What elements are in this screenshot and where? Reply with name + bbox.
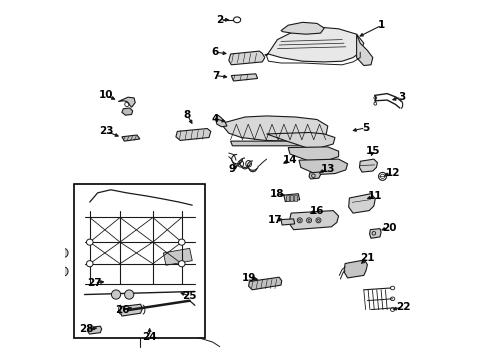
Text: 12: 12 bbox=[385, 168, 400, 178]
Ellipse shape bbox=[86, 261, 93, 267]
Text: 20: 20 bbox=[382, 222, 396, 233]
Polygon shape bbox=[284, 194, 300, 202]
Polygon shape bbox=[349, 194, 375, 213]
Polygon shape bbox=[122, 108, 133, 115]
Bar bbox=[294, 195, 297, 201]
Polygon shape bbox=[223, 116, 328, 141]
Text: 13: 13 bbox=[320, 164, 335, 174]
Text: 8: 8 bbox=[184, 110, 191, 120]
Polygon shape bbox=[216, 115, 227, 127]
Text: 2: 2 bbox=[216, 15, 223, 25]
Polygon shape bbox=[357, 34, 373, 66]
Text: 21: 21 bbox=[360, 253, 375, 264]
Polygon shape bbox=[281, 22, 324, 34]
Text: 4: 4 bbox=[212, 114, 219, 124]
Text: 3: 3 bbox=[398, 92, 405, 102]
Polygon shape bbox=[289, 211, 339, 230]
Text: 6: 6 bbox=[212, 47, 219, 57]
Polygon shape bbox=[163, 248, 192, 265]
Polygon shape bbox=[231, 74, 258, 81]
Bar bbox=[74, 184, 205, 338]
Polygon shape bbox=[288, 147, 339, 161]
Ellipse shape bbox=[59, 248, 68, 257]
Text: 23: 23 bbox=[99, 126, 114, 136]
Text: 22: 22 bbox=[396, 302, 411, 312]
Text: 18: 18 bbox=[270, 189, 284, 199]
Polygon shape bbox=[281, 219, 294, 225]
Text: 10: 10 bbox=[99, 90, 114, 100]
Ellipse shape bbox=[86, 239, 93, 245]
Polygon shape bbox=[309, 172, 320, 179]
Polygon shape bbox=[248, 277, 282, 290]
Polygon shape bbox=[88, 326, 102, 334]
Ellipse shape bbox=[178, 261, 185, 267]
Text: 5: 5 bbox=[362, 123, 369, 133]
Text: 17: 17 bbox=[269, 215, 283, 225]
Polygon shape bbox=[344, 260, 368, 278]
Polygon shape bbox=[229, 51, 265, 65]
Text: 24: 24 bbox=[142, 332, 157, 342]
Bar bbox=[290, 195, 293, 201]
Text: 14: 14 bbox=[283, 155, 297, 165]
Polygon shape bbox=[120, 304, 143, 316]
Text: 26: 26 bbox=[115, 305, 129, 315]
Ellipse shape bbox=[111, 290, 121, 299]
Ellipse shape bbox=[124, 290, 134, 299]
Polygon shape bbox=[360, 159, 377, 172]
Text: 11: 11 bbox=[368, 191, 382, 201]
Ellipse shape bbox=[178, 239, 185, 245]
Polygon shape bbox=[176, 129, 211, 140]
Text: 1: 1 bbox=[378, 20, 386, 30]
Text: 25: 25 bbox=[182, 291, 196, 301]
Text: 19: 19 bbox=[242, 273, 256, 283]
Text: 15: 15 bbox=[366, 146, 380, 156]
Polygon shape bbox=[369, 229, 381, 238]
Text: 9: 9 bbox=[229, 164, 236, 174]
Polygon shape bbox=[231, 139, 322, 146]
Polygon shape bbox=[267, 132, 335, 148]
Ellipse shape bbox=[59, 267, 68, 276]
Polygon shape bbox=[122, 135, 140, 141]
Text: 7: 7 bbox=[212, 71, 219, 81]
Text: 27: 27 bbox=[87, 278, 102, 288]
Text: 16: 16 bbox=[310, 206, 324, 216]
Polygon shape bbox=[118, 97, 135, 107]
Polygon shape bbox=[299, 159, 347, 175]
Text: 28: 28 bbox=[78, 324, 93, 334]
Bar bbox=[286, 195, 289, 201]
Polygon shape bbox=[265, 27, 364, 62]
